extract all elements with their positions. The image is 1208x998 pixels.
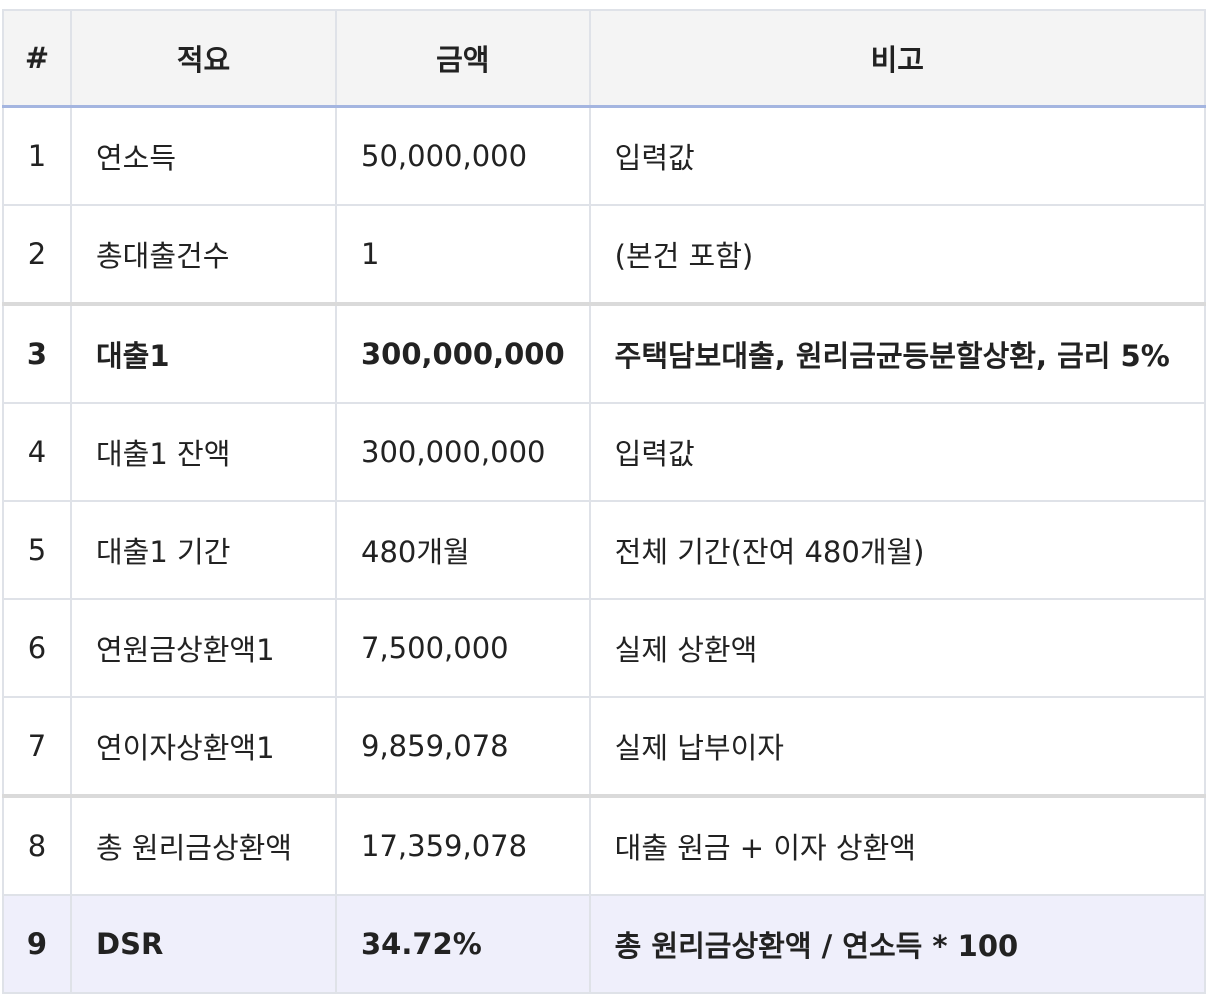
- row-amount: 300,000,000: [335, 402, 591, 502]
- dsr-table: # 적요 금액 비고 1 연소득 50,000,000 입력값 2 총대출건수 1 (본건 포…: [2, 9, 1207, 994]
- row-number: 1: [2, 105, 72, 206]
- row-number: 9: [2, 894, 72, 994]
- row-note: 대출 원금 + 이자 상환액: [588, 794, 1207, 896]
- row-note: (본건 포함): [588, 204, 1207, 305]
- table-row: 7 연이자상환액1 9,859,078 실제 납부이자: [2, 696, 1207, 797]
- table-row: 4 대출1 잔액 300,000,000 입력값: [2, 402, 1207, 502]
- row-amount: 17,359,078: [335, 794, 591, 896]
- table-row: 2 총대출건수 1 (본건 포함): [2, 204, 1207, 305]
- row-amount: 480개월: [335, 500, 591, 600]
- row-note: 주택담보대출, 원리금균등분할상환, 금리 5%: [588, 302, 1207, 404]
- row-amount: 9,859,078: [335, 696, 591, 797]
- row-number: 6: [2, 598, 72, 698]
- row-note: 실제 상환액: [588, 598, 1207, 698]
- row-item: 총 원리금상환액: [70, 794, 337, 896]
- row-amount: 1: [335, 204, 591, 305]
- table-row: 5 대출1 기간 480개월 전체 기간(잔여 480개월): [2, 500, 1207, 600]
- header-note: 비고: [588, 9, 1207, 108]
- row-amount: 34.72%: [335, 894, 591, 994]
- row-item: 연소득: [70, 105, 337, 206]
- row-note: 입력값: [588, 402, 1207, 502]
- row-note: 입력값: [588, 105, 1207, 206]
- row-item: 대출1 잔액: [70, 402, 337, 502]
- table-row: 9 DSR 34.72% 총 원리금상환액 / 연소득 * 100: [2, 894, 1207, 994]
- row-note: 실제 납부이자: [588, 696, 1207, 797]
- table-row: 1 연소득 50,000,000 입력값: [2, 105, 1207, 206]
- row-item: 대출1 기간: [70, 500, 337, 600]
- header-amount: 금액: [335, 9, 591, 108]
- row-number: 3: [2, 302, 72, 404]
- header-row: # 적요 금액 비고: [2, 9, 1207, 108]
- header-item: 적요: [70, 9, 337, 108]
- table-row: 3 대출1 300,000,000 주택담보대출, 원리금균등분할상환, 금리 5%: [2, 302, 1207, 404]
- row-item: 연원금상환액1: [70, 598, 337, 698]
- row-amount: 50,000,000: [335, 105, 591, 206]
- row-amount: 7,500,000: [335, 598, 591, 698]
- row-note: 전체 기간(잔여 480개월): [588, 500, 1207, 600]
- table-row: 6 연원금상환액1 7,500,000 실제 상환액: [2, 598, 1207, 698]
- row-item: 총대출건수: [70, 204, 337, 305]
- row-number: 4: [2, 402, 72, 502]
- row-number: 5: [2, 500, 72, 600]
- row-number: 2: [2, 204, 72, 305]
- row-note: 총 원리금상환액 / 연소득 * 100: [588, 894, 1207, 994]
- row-number: 7: [2, 696, 72, 797]
- row-item: DSR: [70, 894, 337, 994]
- header-number: #: [2, 9, 72, 108]
- row-number: 8: [2, 794, 72, 896]
- row-item: 연이자상환액1: [70, 696, 337, 797]
- row-item: 대출1: [70, 302, 337, 404]
- row-amount: 300,000,000: [335, 302, 591, 404]
